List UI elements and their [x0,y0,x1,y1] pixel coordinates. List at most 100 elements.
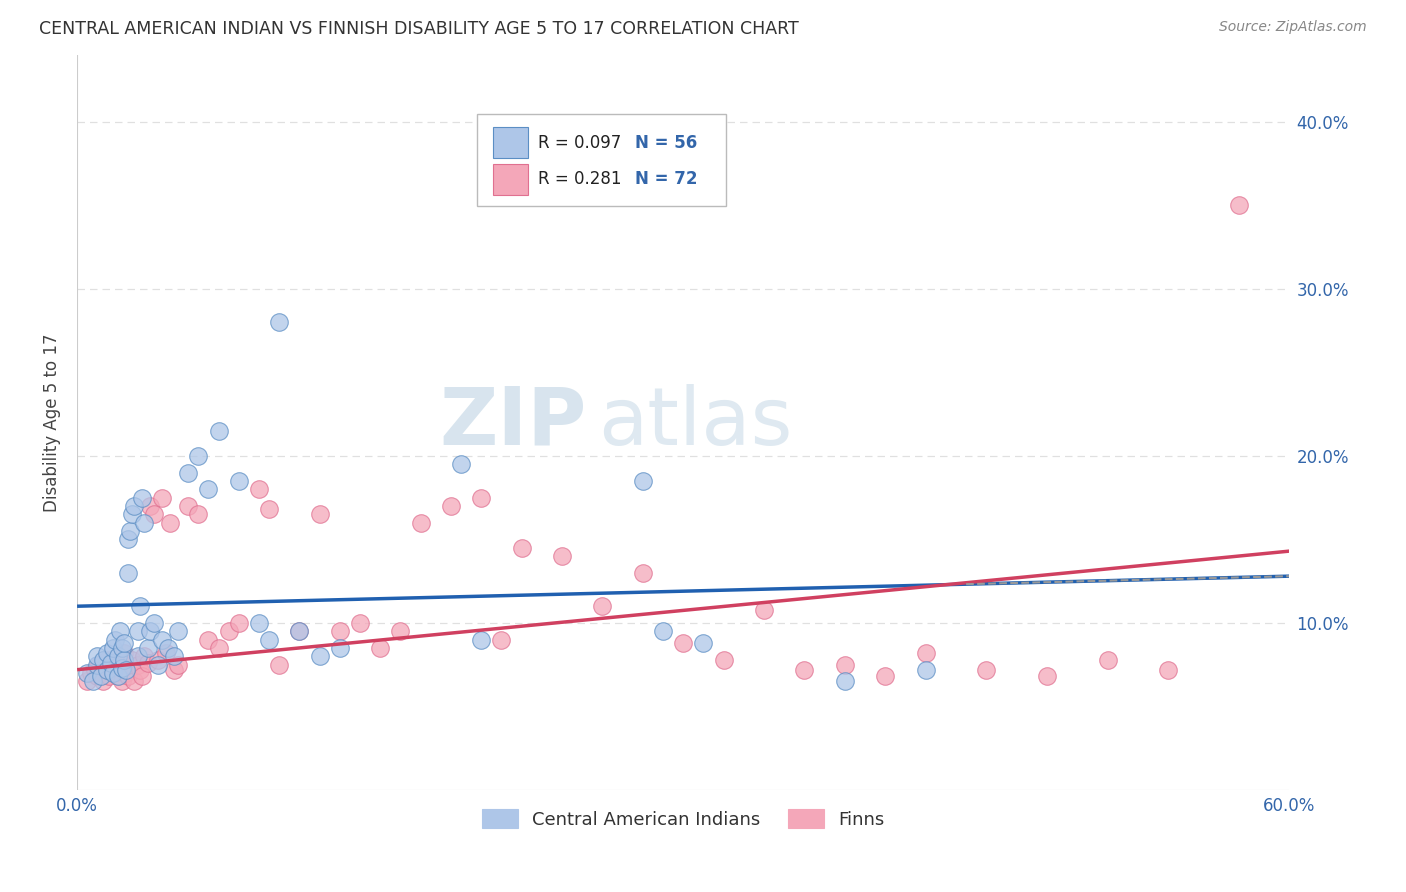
Text: R = 0.097: R = 0.097 [537,134,621,152]
Point [713,653,735,667]
Point [110,653,132,667]
Point [207,424,229,438]
Point [127,649,149,664]
Point [793,663,815,677]
Point [76,666,98,681]
Point [108,624,131,639]
Point [218,624,240,639]
Point [692,636,714,650]
Point [146,653,169,667]
Point [257,632,280,647]
Point [93,674,115,689]
Point [100,661,122,675]
Point [228,474,250,488]
Point [167,624,190,639]
Point [128,663,150,677]
Point [631,566,654,580]
Point [128,599,150,614]
Point [114,663,136,677]
Point [167,657,190,672]
Point [86,669,108,683]
Point [104,666,127,681]
Point [163,649,186,664]
Point [288,624,311,639]
Point [122,499,145,513]
Point [187,508,209,522]
Point [368,640,391,655]
Point [121,653,143,667]
Point [108,663,131,677]
Point [110,661,132,675]
Point [146,657,169,672]
Point [247,483,270,497]
Point [122,674,145,689]
Point [652,624,675,639]
Point [150,632,173,647]
Point [96,653,118,667]
Point [136,640,159,655]
Point [834,674,856,689]
Point [104,632,127,647]
Point [207,640,229,655]
Point [177,499,200,513]
Point [86,649,108,664]
Point [142,508,165,522]
Point [450,457,472,471]
Point [86,657,108,672]
Point [510,541,533,555]
Point [269,315,291,329]
Point [107,657,129,672]
Point [329,640,352,655]
Point [440,499,463,513]
Point [269,657,291,672]
Point [114,666,136,681]
Point [112,646,135,660]
Point [112,636,135,650]
Point [197,483,219,497]
Point [117,566,139,580]
Point [672,636,695,650]
Point [98,669,121,683]
FancyBboxPatch shape [494,128,529,158]
Point [96,646,118,660]
Point [103,666,125,681]
Point [914,646,936,660]
Point [308,508,330,522]
Text: N = 56: N = 56 [634,134,697,152]
Point [103,640,125,655]
Point [132,516,155,530]
Point [491,632,513,647]
Point [389,624,412,639]
Point [80,666,103,681]
Point [82,674,104,689]
Point [103,656,125,670]
Point [131,491,153,505]
Point [974,663,997,677]
Point [1036,669,1059,683]
Point [288,624,311,639]
Point [118,524,141,538]
Point [96,663,118,677]
Point [349,615,371,630]
Point [117,533,139,547]
Point [132,649,155,664]
Point [107,669,129,683]
Point [139,624,162,639]
Point [84,663,107,677]
Point [187,449,209,463]
Text: Source: ZipAtlas.com: Source: ZipAtlas.com [1219,20,1367,34]
Text: ZIP: ZIP [439,384,586,461]
Point [155,646,177,660]
Point [228,615,250,630]
Point [159,516,181,530]
Point [90,669,112,683]
Point [100,656,122,670]
Point [1097,653,1119,667]
Point [914,663,936,677]
Point [875,669,897,683]
Point [177,466,200,480]
Point [470,491,492,505]
Text: N = 72: N = 72 [634,170,697,188]
Point [136,656,159,670]
Point [110,640,132,655]
